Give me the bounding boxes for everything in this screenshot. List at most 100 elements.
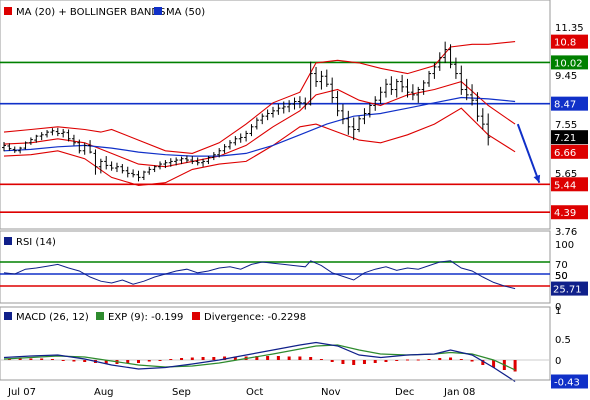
divergence-bar — [180, 358, 184, 360]
divergence-bar — [395, 360, 399, 361]
macd-y-axis: 1 0.5 0 — [555, 306, 571, 367]
value-tag — [551, 34, 588, 49]
price-bars — [2, 41, 491, 182]
legend-label-macd: MACD (26, 12) — [16, 312, 89, 323]
forecast-arrow-shaft — [516, 123, 541, 184]
price-tick-label: 5.65 — [555, 169, 577, 180]
value-tag — [551, 130, 588, 145]
forecast-arrow — [516, 123, 541, 184]
divergence-bar — [298, 356, 302, 360]
price-tick-label: 9.45 — [555, 71, 577, 82]
value-tag-label: 7.21 — [554, 133, 576, 144]
divergence-bar — [18, 358, 22, 360]
divergence-bar — [233, 356, 237, 360]
divergence-bar — [61, 360, 65, 361]
reference-value-tag — [551, 177, 588, 192]
rsi-panel: RSI (14) 100 50 0 70 50 30 25.71 — [0, 230, 588, 313]
divergence-bar — [330, 360, 334, 362]
divergence-bar — [287, 356, 291, 360]
divergence-bar — [373, 360, 377, 363]
reference-value-label: 5.44 — [554, 180, 576, 191]
macd-value-tag-label: -0.43 — [554, 378, 580, 389]
rsi-reference-lines — [0, 261, 550, 287]
divergence-bar — [83, 360, 87, 362]
forecast-arrow-head — [533, 174, 541, 183]
legend-label-ma50: MA (50) — [166, 7, 205, 18]
price-panel-frame — [0, 0, 551, 230]
legend-swatch-exp — [96, 312, 104, 320]
divergence-bar — [449, 357, 453, 360]
price-panel: MA (20) + BOLLINGER BANDS MA (50) 11.35 … — [0, 0, 588, 238]
rsi-y-axis: 100 50 0 70 50 30 — [555, 240, 574, 313]
price-tick-label: 11.35 — [555, 23, 584, 34]
divergence-bar — [481, 360, 485, 365]
divergence-bar — [319, 359, 323, 360]
reference-value-tag — [551, 55, 588, 70]
divergence-bar — [416, 359, 420, 361]
rsi-value-tag-label: 25.71 — [553, 285, 582, 296]
divergence-bar — [126, 360, 130, 364]
reference-value-label: 8.47 — [554, 100, 576, 111]
x-tick-label: Nov — [321, 387, 341, 398]
reference-value-label: 10.02 — [554, 58, 583, 69]
macd-tick-label: 0.5 — [555, 335, 571, 346]
price-legend: MA (20) + BOLLINGER BANDS MA (50) — [4, 7, 205, 18]
legend-swatch-ma50 — [154, 7, 162, 15]
macd-tick-label: 1 — [555, 306, 561, 317]
x-tick-label: Sep — [172, 387, 191, 398]
macd-lines — [3, 341, 516, 383]
rsi-panel-frame — [0, 230, 551, 304]
divergence-bar — [50, 359, 54, 360]
macd-line — [3, 341, 516, 383]
divergence-bar — [158, 360, 162, 361]
divergence-bar — [406, 359, 409, 361]
macd-panel: MACD (26, 12) EXP (9): -0.199 Divergence… — [0, 306, 588, 389]
reference-value-tag — [551, 96, 588, 111]
legend-swatch-rsi — [4, 237, 12, 245]
divergence-bar — [169, 359, 173, 360]
legend-swatch-ma20 — [4, 7, 12, 15]
divergence-bar — [212, 357, 216, 360]
rsi-tick-label: 0 — [555, 302, 561, 313]
divergence-bar — [137, 360, 140, 363]
value-tag — [551, 144, 588, 159]
price-y-axis: 11.35 9.45 7.55 5.65 3.76 — [555, 23, 584, 238]
value-tag-label: 6.66 — [554, 148, 576, 159]
divergence-bar — [223, 356, 227, 360]
divergence-bar — [72, 360, 76, 362]
legend-label-divergence: Divergence: -0.2298 — [204, 312, 306, 323]
legend-label-rsi: RSI (14) — [16, 237, 56, 248]
price-value-tags: 10.02 8.47 5.44 4.39 10.8 7.21 6.66 — [551, 34, 588, 220]
exp9-line — [3, 344, 516, 371]
rsi-line — [3, 260, 516, 290]
divergence-bar — [29, 358, 33, 360]
x-tick-label: Dec — [395, 387, 414, 398]
divergence-bar — [341, 360, 345, 364]
legend-swatch-macd — [4, 312, 12, 320]
divergence-bar — [190, 357, 194, 360]
x-tick-label: Jan 08 — [443, 387, 475, 398]
divergence-bar — [384, 360, 388, 362]
price-tick-label: 3.76 — [555, 227, 577, 238]
price-tick-label: 7.55 — [555, 120, 577, 131]
legend-label-ma20: MA (20) + BOLLINGER BANDS — [16, 7, 165, 18]
divergence-bar — [352, 360, 356, 365]
macd-tick-label: 0 — [555, 356, 561, 367]
rsi-series-line — [3, 260, 516, 290]
rsi-level-label: 50 — [555, 271, 568, 282]
rsi-level-label: 70 — [555, 260, 568, 271]
rsi-tick-label: 100 — [555, 240, 574, 251]
divergence-bar — [266, 356, 270, 360]
divergence-bar — [276, 356, 280, 360]
x-tick-label: Jul 07 — [7, 387, 36, 398]
rsi-value-tag — [551, 281, 588, 296]
divergence-bar — [459, 359, 463, 360]
divergence-bar — [492, 360, 496, 368]
reference-value-tag — [551, 205, 588, 220]
divergence-bar — [104, 360, 108, 364]
divergence-bar — [513, 360, 517, 372]
price-reference-lines — [0, 61, 550, 214]
legend-swatch-divergence — [192, 312, 200, 320]
